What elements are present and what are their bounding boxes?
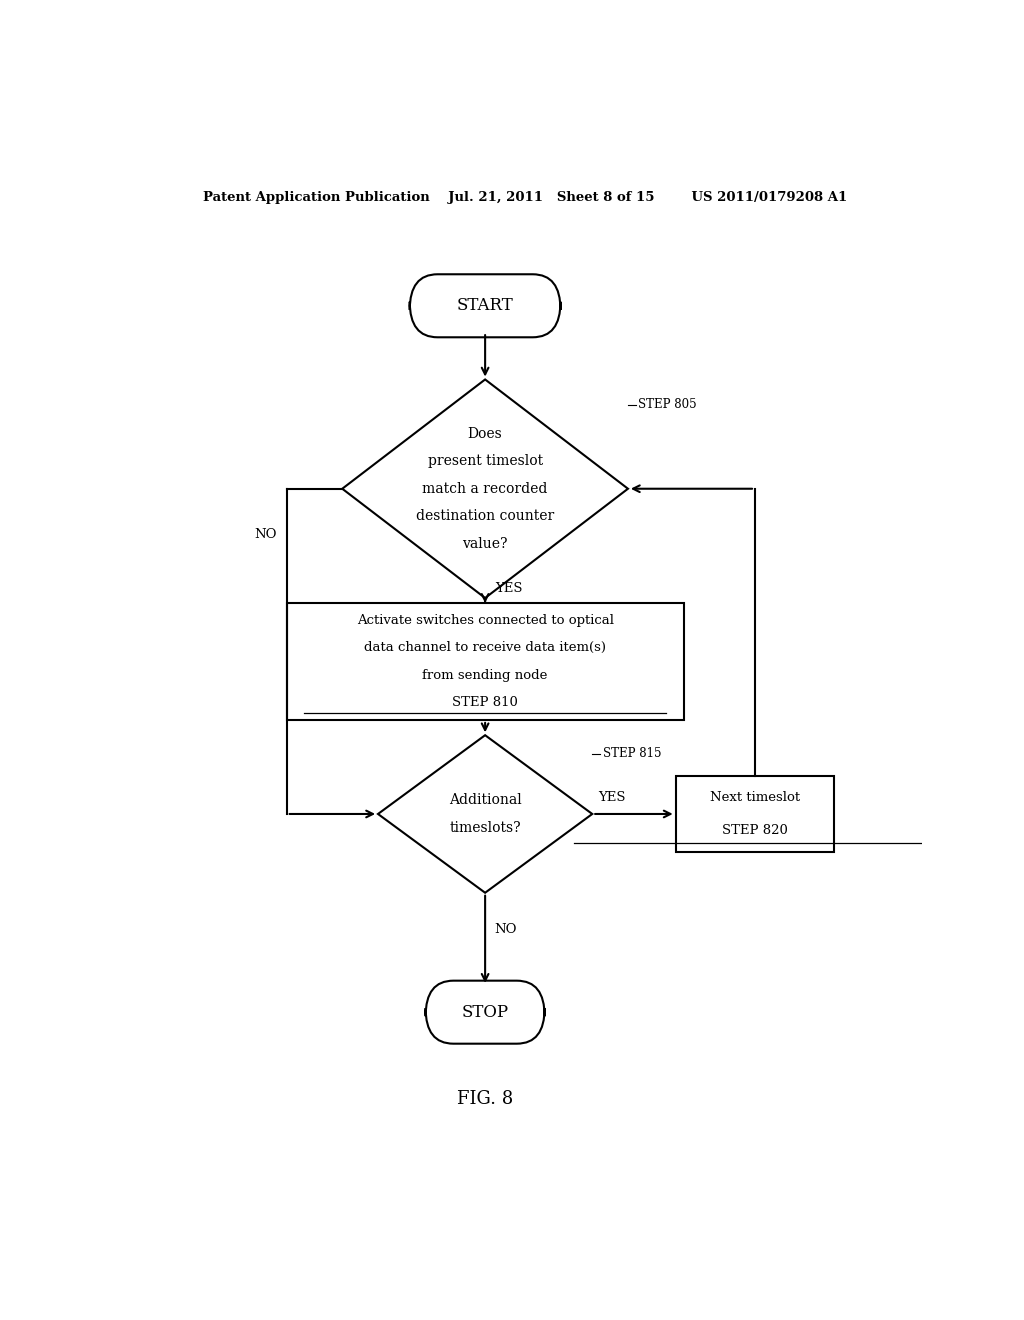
Text: NO: NO (495, 923, 517, 936)
Text: Patent Application Publication    Jul. 21, 2011   Sheet 8 of 15        US 2011/0: Patent Application Publication Jul. 21, … (203, 190, 847, 203)
Text: Does: Does (468, 426, 503, 441)
Text: YES: YES (495, 582, 522, 595)
Text: STOP: STOP (462, 1003, 509, 1020)
Text: STEP 815: STEP 815 (602, 747, 662, 760)
Text: STEP 805: STEP 805 (638, 399, 697, 412)
Text: data channel to receive data item(s): data channel to receive data item(s) (365, 642, 606, 655)
Polygon shape (378, 735, 592, 892)
FancyBboxPatch shape (426, 981, 545, 1044)
Text: FIG. 8: FIG. 8 (457, 1089, 513, 1107)
Bar (287, 603, 684, 719)
Text: STEP 820: STEP 820 (722, 824, 787, 837)
Text: present timeslot: present timeslot (428, 454, 543, 469)
Text: from sending node: from sending node (423, 669, 548, 681)
Text: timeslots?: timeslots? (450, 821, 521, 834)
Text: Activate switches connected to optical: Activate switches connected to optical (356, 614, 613, 627)
Polygon shape (342, 379, 628, 598)
Text: NO: NO (255, 528, 278, 541)
Text: YES: YES (599, 791, 626, 804)
Text: STEP 810: STEP 810 (453, 696, 518, 709)
Text: Additional: Additional (449, 793, 521, 808)
Text: Next timeslot: Next timeslot (710, 791, 800, 804)
Text: value?: value? (463, 537, 508, 550)
Text: START: START (457, 297, 513, 314)
FancyBboxPatch shape (410, 275, 560, 338)
Text: match a recorded: match a recorded (423, 482, 548, 496)
Text: destination counter: destination counter (416, 510, 554, 523)
Bar (676, 776, 835, 853)
